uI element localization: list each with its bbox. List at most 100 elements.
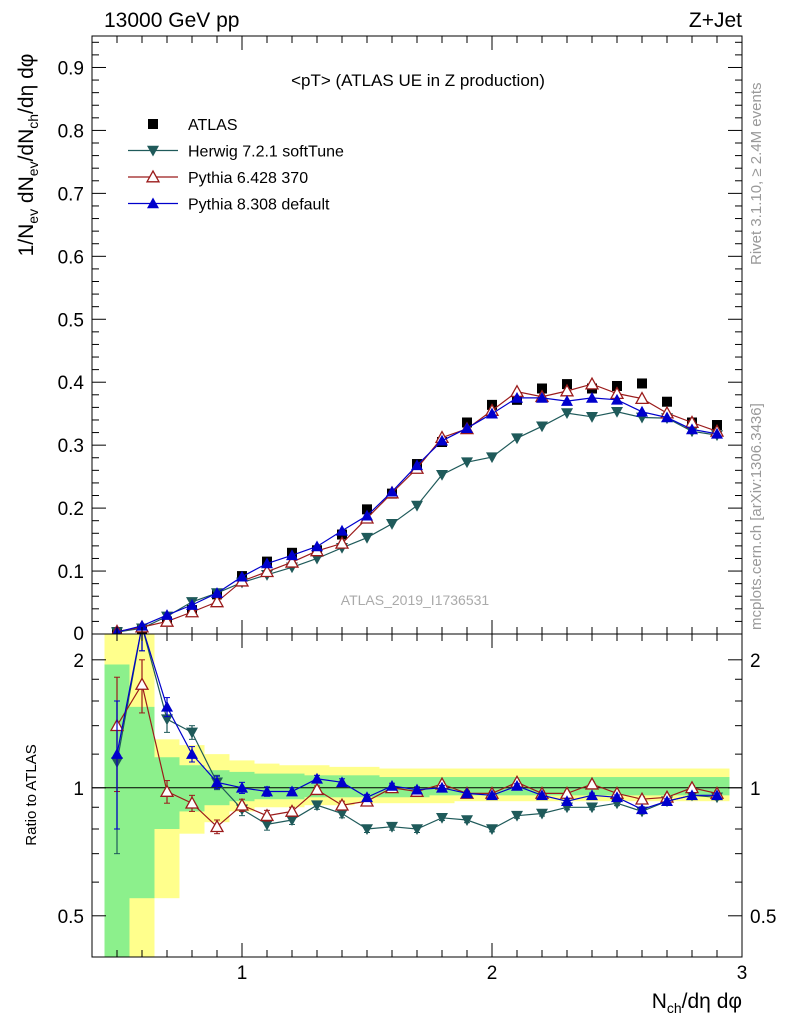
ratio-point — [536, 808, 548, 820]
data-point — [211, 587, 223, 598]
data-point — [486, 452, 498, 464]
x-axis-label: Nch/dη dφ — [652, 990, 742, 1016]
legend: ATLAS Herwig 7.2.1 softTune Pythia 6.428 3… — [128, 117, 344, 214]
data-point — [611, 406, 623, 418]
main-plot-axes: 0.1 0.2 0.3 0.4 0.5 0.6 0.7 0.8 0.9 0 — [58, 35, 743, 645]
data-point — [236, 570, 248, 582]
data-point — [209, 594, 225, 608]
data-point — [636, 405, 648, 417]
ratio-point — [161, 700, 173, 712]
ratio-series-2 — [111, 634, 723, 830]
legend-marker — [148, 119, 158, 129]
green-band-bin — [129, 706, 155, 899]
ratio-point — [184, 795, 200, 809]
ratio-point — [436, 781, 448, 793]
y-tick-label: 0.7 — [58, 184, 84, 205]
ratio-point — [486, 824, 498, 836]
ratio-y-tick-label: 2 — [73, 651, 84, 672]
data-point — [436, 469, 448, 481]
ratio-y-tick-label-right: 1 — [750, 779, 761, 800]
y-tick-label: 0.8 — [58, 121, 84, 142]
header-right-label: Z+Jet — [689, 9, 742, 32]
data-point — [537, 383, 547, 394]
green-band-bin — [629, 777, 655, 796]
ratio-point — [711, 789, 723, 801]
ratio-plot-axes: 0.5 0.5 1 1 2 2 1 2 3 — [58, 633, 776, 984]
ratio-point — [186, 727, 198, 739]
data-point — [286, 549, 298, 561]
data-point — [686, 423, 698, 435]
data-point — [411, 500, 423, 512]
data-point — [536, 391, 548, 403]
data-point — [662, 396, 672, 407]
legend-label: Herwig 7.2.1 softTune — [188, 144, 344, 161]
header-left-label: 13000 GeV pp — [104, 9, 239, 32]
data-point — [386, 519, 398, 530]
data-point — [361, 532, 373, 544]
data-point — [436, 434, 448, 446]
ratio-y-tick-label: 0.5 — [58, 907, 84, 928]
ratio-point — [211, 776, 223, 788]
rivet-version-label: Rivet 3.1.10, ≥ 2.4M events — [748, 83, 765, 266]
data-point — [261, 557, 273, 569]
data-point — [161, 609, 173, 620]
analysis-watermark: ATLAS_2019_I1736531 — [341, 592, 490, 608]
ratio-point — [311, 800, 323, 812]
ratio-point — [611, 791, 623, 803]
data-point — [336, 524, 348, 536]
y-tick-label: 0.5 — [58, 310, 84, 331]
ratio-point — [361, 824, 373, 836]
ratio-point — [461, 787, 473, 799]
data-point — [311, 553, 323, 565]
ratio-point — [586, 789, 598, 801]
ratio-point — [286, 785, 298, 797]
ratio-point — [261, 819, 273, 831]
data-point — [637, 378, 647, 389]
ratio-point — [309, 782, 325, 796]
ratio-plot-panel: 0.5 0.5 1 1 2 2 1 2 3 Ratio to ATLAS Nch/dη dφ — [23, 633, 776, 1016]
data-point — [634, 391, 650, 405]
legend-marker — [147, 145, 159, 157]
data-point — [536, 421, 548, 433]
x-tick-label: 2 — [487, 963, 498, 984]
ratio-point — [536, 789, 548, 801]
ratio-point — [686, 789, 698, 801]
ratio-point — [411, 824, 423, 836]
data-point — [586, 391, 598, 403]
data-point — [486, 407, 498, 419]
data-point — [511, 433, 523, 445]
data-point — [661, 411, 673, 423]
y-tick-label: 0.4 — [58, 373, 85, 394]
main-plot-title: <pT> (ATLAS UE in Z production) — [291, 71, 545, 90]
data-point — [461, 457, 473, 469]
legend-marker — [145, 169, 161, 183]
ratio-point — [361, 791, 373, 803]
ratio-point — [586, 802, 598, 814]
main-y-axis-label: 1/Nev dNev/dNch/dη dφ — [15, 54, 41, 257]
ratio-point — [336, 776, 348, 788]
ratio-point — [461, 815, 473, 826]
data-point — [386, 485, 398, 497]
ratio-point — [636, 803, 648, 815]
x-tick-label: 3 — [737, 963, 748, 984]
ratio-point — [411, 783, 423, 795]
y-tick-label: 0.3 — [58, 436, 84, 457]
data-point — [411, 459, 423, 471]
data-point — [311, 540, 323, 552]
ratio-point — [561, 795, 573, 807]
data-point — [334, 536, 350, 549]
mcplots-credit-label: mcplots.cern.ch [arXiv:1306.3436] — [748, 403, 765, 630]
data-point — [561, 395, 573, 406]
green-band-bin — [654, 777, 680, 796]
ratio-point — [386, 821, 398, 833]
data-point — [284, 554, 300, 568]
ratio-point — [186, 748, 198, 759]
green-band-bin — [354, 775, 380, 798]
data-point — [711, 427, 723, 439]
data-point — [362, 504, 372, 515]
legend-label: ATLAS — [188, 117, 238, 134]
y-tick-label: 0.1 — [58, 562, 84, 583]
ratio-y-tick-label-right: 0.5 — [750, 907, 776, 928]
series-3 — [112, 391, 723, 634]
ratio-point — [286, 815, 298, 826]
